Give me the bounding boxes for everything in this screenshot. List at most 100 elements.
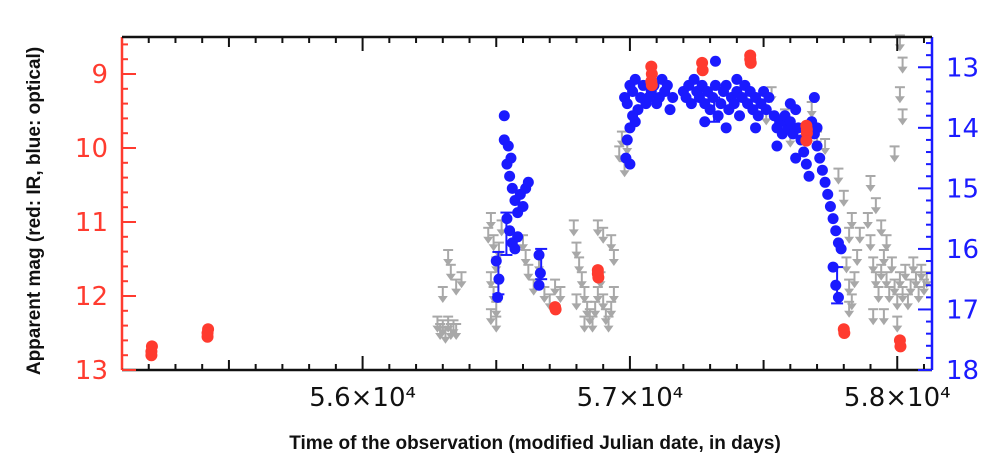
optical-point	[784, 116, 796, 128]
optical-point	[734, 110, 746, 122]
optical-point	[506, 182, 518, 194]
upper-limit-arrow	[608, 286, 619, 303]
upper-limit-arrow	[485, 308, 496, 326]
optical-point	[624, 158, 636, 170]
upper-limit-arrow	[838, 189, 849, 207]
optical-point	[621, 98, 633, 110]
upper-limit-arrow	[841, 256, 852, 274]
optical-point	[509, 243, 521, 255]
ir-point	[800, 123, 813, 136]
upper-limit-arrow	[897, 108, 908, 126]
optical-point	[629, 73, 641, 85]
optical-point	[830, 225, 842, 237]
optical-point	[688, 73, 700, 85]
optical-point	[493, 273, 505, 285]
ir-point	[145, 340, 158, 353]
optical-point	[512, 231, 524, 243]
optical-point	[715, 98, 727, 110]
ir-point	[894, 340, 907, 353]
upper-limit-arrow	[443, 249, 454, 266]
optical-point	[709, 79, 721, 91]
upper-limit-arrow	[916, 263, 927, 281]
ir-point	[549, 303, 562, 316]
upper-limit-arrow	[523, 263, 534, 281]
x-tick-label: 5.6×10⁴	[309, 383, 416, 413]
x-axis-label: Time of the observation (modified Julian…	[289, 433, 781, 454]
upper-limit-arrow	[820, 138, 831, 155]
upper-limit-arrow	[870, 271, 881, 289]
upper-limit-arrow	[598, 293, 609, 311]
optical-point	[533, 249, 545, 261]
optical-point	[533, 279, 545, 291]
upper-limit-arrow	[862, 212, 873, 229]
y-right-tick-label: 17	[946, 295, 979, 325]
ir-point	[591, 264, 604, 277]
plot-area	[145, 34, 932, 362]
optical-point	[750, 122, 762, 134]
x-tick-label: 5.8×10⁴	[844, 383, 951, 413]
upper-limit-arrow	[571, 293, 582, 311]
y-left-tick-label: 11	[75, 208, 108, 238]
y-left-tick-label: 9	[91, 60, 108, 90]
optical-point	[534, 267, 546, 279]
optical-point	[822, 188, 834, 200]
upper-limit-arrow	[555, 286, 566, 303]
upper-limit-arrow	[892, 315, 903, 333]
optical-point	[661, 79, 673, 91]
upper-limit-arrow	[576, 271, 587, 289]
optical-point	[771, 140, 783, 152]
optical-point	[517, 201, 529, 213]
optical-point	[498, 110, 510, 122]
optical-point	[835, 243, 847, 255]
upper-limit-arrow	[606, 234, 617, 252]
upper-limit-arrow	[550, 278, 561, 296]
optical-point	[731, 73, 743, 85]
optical-point	[830, 279, 842, 291]
upper-limit-arrow	[437, 286, 448, 303]
upper-limit-arrow	[881, 234, 892, 252]
optical-point	[621, 134, 633, 146]
upper-limit-arrow	[485, 212, 496, 229]
ir-point	[645, 79, 658, 92]
upper-limit-arrow	[574, 256, 585, 274]
optical-point	[704, 104, 716, 116]
upper-limit-arrow	[868, 256, 879, 274]
upper-limit-arrow	[886, 256, 897, 274]
optical-point	[819, 176, 831, 188]
optical-point	[832, 291, 844, 303]
optical-point	[827, 261, 839, 273]
optical-point	[667, 92, 679, 104]
y-right-tick-label: 14	[946, 114, 979, 144]
y-left-tick-label: 13	[75, 356, 108, 386]
optical-point	[707, 92, 719, 104]
upper-limit-arrow	[571, 241, 582, 259]
optical-point	[784, 98, 796, 110]
upper-limit-arrow	[910, 271, 921, 289]
upper-limit-arrow	[894, 86, 905, 104]
optical-point	[720, 122, 732, 134]
optical-point	[505, 152, 517, 164]
upper-limit-arrow	[892, 293, 903, 311]
axes: 5.6×10⁴ 5.7×10⁴ 5.8×10⁴ 9 10 11 12 13 13 14 15 16 17…	[75, 35, 979, 413]
upper-limit-arrow	[568, 219, 579, 237]
upper-limit-arrow	[451, 323, 462, 340]
upper-limit-arrow	[849, 271, 860, 289]
ir-point	[800, 134, 813, 147]
upper-limit-arrow	[897, 286, 908, 303]
upper-limit-arrow	[876, 219, 887, 237]
upper-limit-arrow	[608, 249, 619, 266]
upper-limit-arrow	[592, 219, 603, 237]
y-left-tick-label: 12	[75, 282, 108, 312]
upper-limit-arrow	[598, 226, 609, 244]
upper-limit-arrow	[870, 197, 881, 215]
optical-point	[504, 170, 516, 182]
optical-point	[798, 146, 810, 158]
upper-limit-arrow	[889, 278, 900, 296]
upper-limit-arrow	[889, 145, 900, 163]
upper-limit-arrow	[844, 226, 855, 244]
optical-point	[763, 92, 775, 104]
optical-point	[824, 201, 836, 213]
upper-limit-arrow	[844, 278, 855, 296]
upper-limit-arrow	[483, 226, 494, 244]
